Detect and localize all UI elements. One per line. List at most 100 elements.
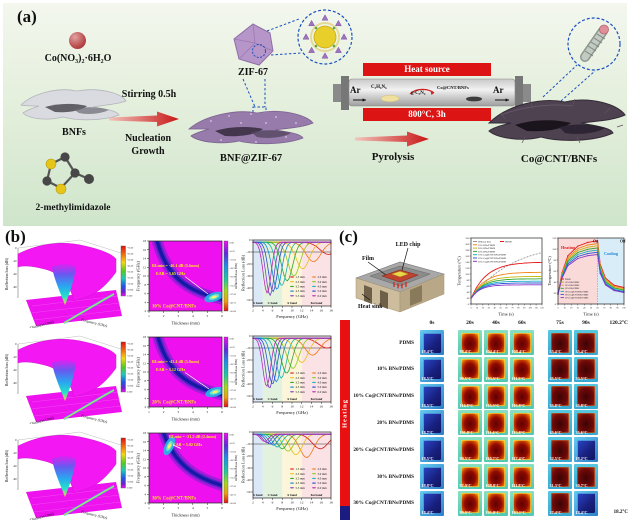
svg-text:20% Co@CNT/BNFs: 20% Co@CNT/BNFs bbox=[152, 401, 196, 406]
thermal-image-cell: 97.9°C bbox=[458, 464, 482, 489]
svg-text:Heating: Heating bbox=[561, 245, 576, 250]
svg-text:10: 10 bbox=[143, 274, 147, 278]
svg-text:5.000: 5.000 bbox=[127, 391, 133, 394]
svg-text:5.0 mm: 5.0 mm bbox=[318, 289, 328, 293]
thermal-image-cell: 103.5°C bbox=[484, 356, 508, 382]
svg-text:40: 40 bbox=[467, 291, 470, 294]
svg-text:8: 8 bbox=[281, 309, 283, 313]
svg-text:Off: Off bbox=[620, 240, 626, 244]
svg-text:8: 8 bbox=[145, 379, 147, 383]
svg-text:2: 2 bbox=[252, 405, 254, 409]
gc3n4-label: g-C₃N₄ bbox=[411, 91, 426, 96]
thermal-image-cell: 103.1°C bbox=[510, 490, 534, 516]
svg-text:-55.00: -55.00 bbox=[127, 355, 134, 358]
time-header: 75s bbox=[556, 320, 564, 326]
svg-text:EAB = 3.65 GHz: EAB = 3.65 GHz bbox=[156, 271, 185, 276]
thermal-row-label: PDMS bbox=[399, 339, 414, 346]
svg-text:10% BNs/PDMS: 10% BNs/PDMS bbox=[565, 282, 580, 284]
svg-text:Reflection loss (dB): Reflection loss (dB) bbox=[234, 359, 238, 385]
thermal-image-cell: 18.5°C bbox=[420, 383, 444, 409]
product-in-tube-label: Co@CNT/BNFs bbox=[437, 85, 469, 90]
svg-text:On: On bbox=[593, 240, 599, 244]
svg-text:Frequency (GHz): Frequency (GHz) bbox=[81, 318, 109, 328]
svg-text:50: 50 bbox=[590, 308, 593, 310]
svg-text:10: 10 bbox=[476, 308, 479, 310]
rl-heatmap: RLmin = -46.1 dB (5.6mm)EAB = 3.65 GHz10… bbox=[136, 239, 238, 325]
svg-text:-50.00: -50.00 bbox=[230, 502, 237, 505]
thermal-image-cell: 35.4°C bbox=[574, 330, 598, 355]
svg-text:-6.25: -6.25 bbox=[230, 346, 236, 349]
thermal-image-cell: 33.5°C bbox=[574, 356, 598, 382]
svg-text:-35.00: -35.00 bbox=[127, 463, 134, 466]
svg-text:4: 4 bbox=[145, 300, 147, 304]
svg-text:-75.00: -75.00 bbox=[127, 343, 134, 346]
svg-text:X band: X band bbox=[287, 397, 297, 401]
svg-text:5: 5 bbox=[207, 314, 209, 318]
svg-text:5: 5 bbox=[207, 506, 209, 510]
rl-curves-plot: 1.5 mm 2.0 mm 2.5 mm 3.0 mm 3.5 mm 4.0 mm 4.5 … bbox=[241, 238, 333, 319]
thermal-image-cell: 18.5°C bbox=[420, 356, 444, 382]
svg-text:1: 1 bbox=[148, 410, 150, 414]
svg-text:20% Co@CNT/BNs/PDMS: 20% Co@CNT/BNs/PDMS bbox=[565, 294, 589, 296]
svg-text:Ku band: Ku band bbox=[311, 301, 323, 305]
svg-text:8: 8 bbox=[281, 501, 283, 505]
svg-text:-18.75: -18.75 bbox=[230, 459, 237, 462]
svg-text:30: 30 bbox=[488, 308, 491, 310]
svg-text:-65.00: -65.00 bbox=[127, 445, 134, 448]
svg-text:EAB = 5.92 GHz: EAB = 5.92 GHz bbox=[173, 442, 202, 447]
svg-text:Reflection loss (dB): Reflection loss (dB) bbox=[234, 263, 238, 289]
svg-text:60: 60 bbox=[505, 308, 508, 310]
svg-text:1.5 mm: 1.5 mm bbox=[296, 275, 306, 279]
svg-text:50: 50 bbox=[499, 308, 502, 310]
thermal-image-cell: 18.4°C bbox=[420, 330, 444, 355]
svg-text:Ku band: Ku band bbox=[311, 397, 323, 401]
svg-text:2.0 mm: 2.0 mm bbox=[318, 467, 328, 471]
svg-text:4.5 mm: 4.5 mm bbox=[296, 289, 306, 293]
panel-b-row: 0 -20 -40 -60 Reflection loss (dB) Thickness … bbox=[0, 236, 336, 328]
time-header: 20s bbox=[466, 320, 474, 326]
led-heatsink-schematic: LED chip Film Heat sink bbox=[355, 242, 445, 313]
svg-text:4: 4 bbox=[145, 396, 147, 400]
svg-text:Reflection Loss (dB): Reflection Loss (dB) bbox=[241, 446, 246, 483]
thermal-image-cell: 18.5°C bbox=[420, 437, 444, 463]
svg-text:-40: -40 bbox=[13, 465, 17, 468]
cnt-zoom-inset bbox=[567, 17, 621, 71]
svg-text:200: 200 bbox=[465, 243, 469, 246]
reaction-arrow-2 bbox=[355, 131, 429, 147]
svg-text:70: 70 bbox=[603, 308, 606, 310]
svg-text:12: 12 bbox=[143, 265, 147, 269]
svg-text:3.5 mm: 3.5 mm bbox=[296, 477, 306, 481]
svg-text:-30: -30 bbox=[246, 466, 251, 470]
heating-bar: Heating bbox=[340, 320, 350, 506]
svg-text:12: 12 bbox=[143, 361, 147, 365]
thermal-image-cell: 45.5°C bbox=[548, 356, 572, 382]
svg-text:-25.00: -25.00 bbox=[127, 469, 134, 472]
svg-text:S band: S band bbox=[253, 301, 262, 305]
zif67-label: ZIF-67 bbox=[238, 67, 268, 78]
svg-text:110: 110 bbox=[534, 308, 538, 310]
reaction-arrow-1 bbox=[109, 111, 179, 127]
time-header: 40s bbox=[492, 320, 500, 326]
svg-text:-75.00: -75.00 bbox=[127, 247, 134, 250]
svg-text:3.0 mm: 3.0 mm bbox=[318, 280, 328, 284]
svg-text:-18.75: -18.75 bbox=[230, 363, 237, 366]
thermal-image-cell: 111.4°C bbox=[484, 410, 508, 436]
svg-text:100: 100 bbox=[552, 248, 556, 251]
thermal-row-label: 10% Co@CNT/BNs/PDMS bbox=[353, 393, 414, 400]
temperature-banner: 800°C, 3h bbox=[363, 108, 491, 121]
heat-source-banner: Heat source bbox=[363, 63, 491, 76]
svg-text:-40: -40 bbox=[13, 273, 17, 276]
thermal-image-cell: 18.7°C bbox=[420, 410, 444, 436]
thermal-image-cell: 53.4°C bbox=[548, 330, 572, 355]
svg-text:Reflection Loss (dB): Reflection Loss (dB) bbox=[241, 350, 246, 387]
svg-text:6: 6 bbox=[145, 388, 147, 392]
svg-text:-37.50: -37.50 bbox=[230, 485, 237, 488]
svg-text:-50: -50 bbox=[246, 298, 251, 302]
svg-text:80: 80 bbox=[517, 308, 520, 310]
svg-text:12: 12 bbox=[300, 501, 304, 505]
svg-text:RLmin = -21.2 dB (2.4mm): RLmin = -21.2 dB (2.4mm) bbox=[169, 434, 217, 439]
svg-text:5.5 mm: 5.5 mm bbox=[296, 390, 306, 394]
thermal-image-cell: 45.6°C bbox=[548, 410, 572, 436]
thermal-image-cell: 25.8°C bbox=[574, 383, 598, 409]
thermal-image-cell: 115.3°C bbox=[484, 383, 508, 409]
